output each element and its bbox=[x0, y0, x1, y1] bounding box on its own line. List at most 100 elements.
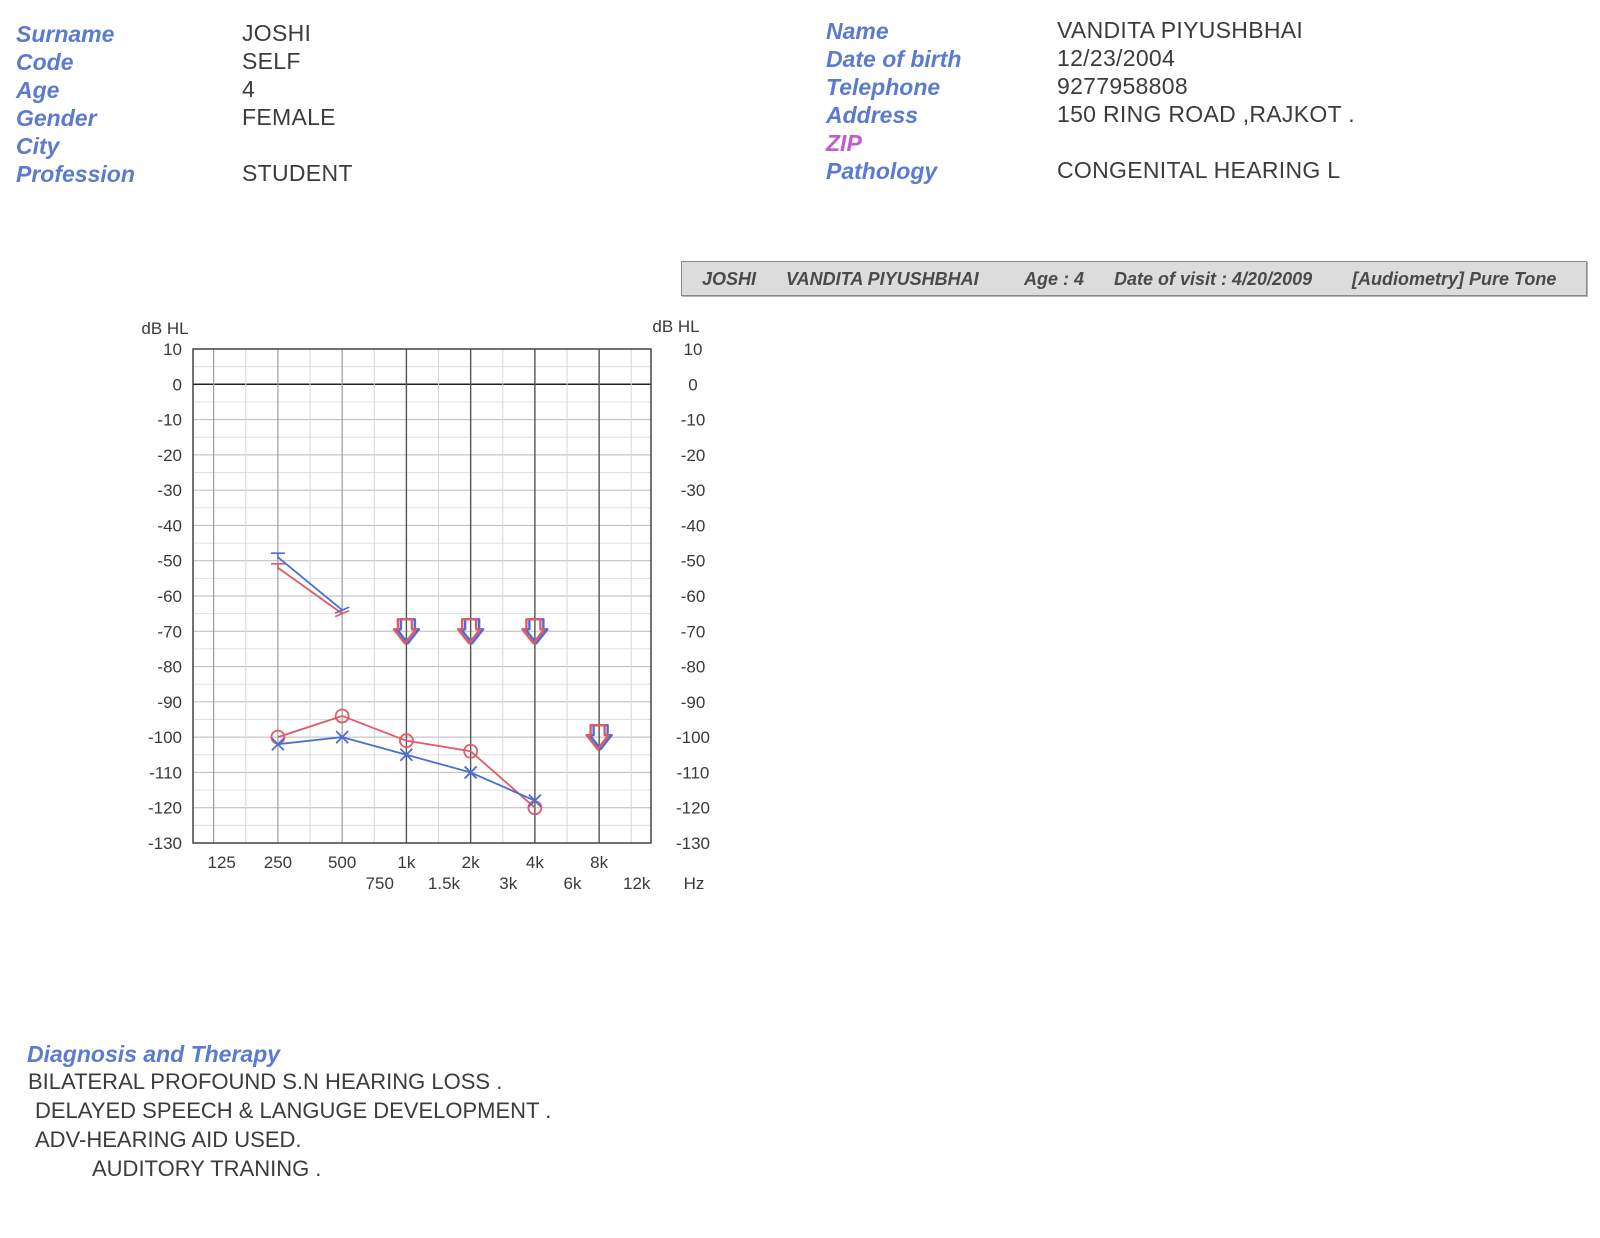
y-tick-label-left: -110 bbox=[149, 763, 182, 782]
no-response-arrow bbox=[392, 618, 418, 645]
y-tick-label-left: -100 bbox=[148, 728, 182, 747]
y-tick-label-right: 0 bbox=[688, 375, 697, 394]
value-surname: JOSHI bbox=[242, 20, 312, 46]
x-unit-label: Hz bbox=[684, 874, 705, 893]
no-response-arrow bbox=[524, 618, 549, 645]
title-visit-date: Date of visit : 4/20/2009 bbox=[1114, 269, 1313, 289]
data-point-circle bbox=[463, 743, 479, 759]
y-tick-label-right: -30 bbox=[681, 481, 706, 500]
y-tick-label-right: -70 bbox=[681, 622, 706, 641]
label-telephone: Telephone bbox=[826, 74, 941, 100]
diagnosis-line: BILATERAL PROFOUND S.N HEARING LOSS . bbox=[28, 1069, 503, 1094]
x-tick-label: 4k bbox=[526, 853, 544, 872]
y-tick-label-left: -70 bbox=[157, 622, 182, 641]
value-gender: FEMALE bbox=[242, 104, 336, 130]
x-tick-label-minor: 6k bbox=[563, 874, 581, 893]
y-tick-label-left: -20 bbox=[157, 446, 182, 465]
x-tick-label: 2k bbox=[462, 853, 480, 872]
y-tick-label-right: -20 bbox=[681, 446, 706, 465]
x-tick-label: 125 bbox=[207, 853, 235, 872]
data-point-cross bbox=[271, 737, 285, 751]
y-tick-label-left: -10 bbox=[157, 411, 182, 430]
label-surname: Surname bbox=[16, 21, 115, 47]
y-tick-label-right: -10 bbox=[681, 411, 706, 430]
label-profession: Profession bbox=[16, 161, 135, 187]
diagnosis-line: ADV-HEARING AID USED. bbox=[35, 1127, 302, 1152]
title-surname: JOSHI bbox=[702, 269, 757, 289]
y-tick-label-left: -30 bbox=[157, 481, 182, 500]
y-tick-label-right: -110 bbox=[677, 763, 710, 782]
series-line-right-bone bbox=[277, 567, 343, 615]
y-tick-label-left: -90 bbox=[157, 693, 182, 712]
diagnosis-line: AUDITORY TRANING . bbox=[92, 1156, 322, 1181]
x-tick-label-minor: 1.5k bbox=[428, 874, 461, 893]
y-tick-label-right: -80 bbox=[681, 658, 706, 677]
data-point-circle bbox=[334, 708, 350, 724]
data-point-bone bbox=[334, 606, 350, 614]
value-profession: STUDENT bbox=[242, 160, 353, 186]
data-point-bone bbox=[334, 609, 350, 618]
label-gender: Gender bbox=[16, 105, 97, 131]
title-age: Age : 4 bbox=[1024, 269, 1085, 289]
value-age: 4 bbox=[242, 76, 256, 102]
value-address: 150 RING ROAD ,RAJKOT . bbox=[1057, 101, 1355, 127]
y-tick-label-right: -50 bbox=[681, 552, 706, 571]
y-tick-label-right: -120 bbox=[676, 799, 710, 818]
no-response-arrow bbox=[521, 618, 546, 645]
x-tick-label: 8k bbox=[590, 853, 608, 872]
y-tick-label-right: -40 bbox=[681, 516, 706, 535]
y-tick-label-left: -40 bbox=[157, 516, 182, 535]
data-point-cross bbox=[528, 794, 542, 808]
label-zip: ZIP bbox=[826, 130, 862, 156]
y-axis-label-left: dB HL bbox=[141, 319, 188, 338]
value-pathology: CONGENITAL HEARING L bbox=[1057, 157, 1341, 183]
y-tick-label-left: -60 bbox=[157, 587, 182, 606]
data-point-cross bbox=[464, 765, 478, 780]
y-axis-label-right: dB HL bbox=[652, 317, 699, 336]
y-tick-label-right: 10 bbox=[684, 340, 703, 359]
no-response-arrow bbox=[585, 723, 610, 751]
y-tick-label-right: -60 bbox=[681, 587, 706, 606]
x-tick-label-minor: 12k bbox=[623, 874, 651, 893]
no-response-arrow bbox=[459, 618, 485, 645]
data-point-bone bbox=[270, 552, 285, 560]
label-date-of-birth: Date of birth bbox=[826, 46, 962, 72]
diagnosis-line: DELAYED SPEECH & LANGUGE DEVELOPMENT . bbox=[35, 1098, 552, 1123]
label-pathology: Pathology bbox=[826, 158, 938, 184]
plot-frame bbox=[192, 348, 652, 844]
x-tick-label-minor: 3k bbox=[499, 874, 517, 893]
visit-title-bar: JOSHI VANDITA PIYUSHBHAI Age : 4 Date of… bbox=[681, 261, 1587, 296]
x-tick-label: 250 bbox=[264, 853, 292, 872]
x-tick-label: 1k bbox=[397, 853, 415, 872]
value-telephone: 9277958808 bbox=[1057, 73, 1188, 99]
value-code: SELF bbox=[242, 48, 301, 74]
label-code: Code bbox=[16, 49, 74, 75]
x-tick-label: 500 bbox=[328, 853, 356, 872]
label-address: Address bbox=[826, 102, 919, 128]
data-point-cross bbox=[335, 730, 349, 744]
data-point-circle bbox=[399, 733, 414, 749]
value-date-of-birth: 12/23/2004 bbox=[1057, 45, 1176, 71]
y-tick-label-left: -120 bbox=[148, 799, 182, 818]
value-name: VANDITA PIYUSHBHAI bbox=[1057, 17, 1304, 43]
y-tick-label-left: 10 bbox=[163, 340, 182, 359]
data-point-cross bbox=[399, 748, 414, 762]
y-tick-label-right: -130 bbox=[676, 834, 710, 853]
label-city: City bbox=[16, 133, 60, 159]
series-line-left-bone bbox=[277, 556, 343, 611]
title-test-type: [Audiometry] Pure Tone bbox=[1352, 269, 1557, 289]
x-tick-label-minor: 750 bbox=[366, 874, 394, 893]
y-tick-label-left: -130 bbox=[148, 834, 182, 853]
data-point-bone bbox=[270, 562, 285, 570]
y-tick-label-right: -100 bbox=[676, 728, 710, 747]
diagnosis-heading: Diagnosis and Therapy bbox=[27, 1041, 281, 1067]
label-name: Name bbox=[826, 18, 889, 44]
no-response-arrow bbox=[395, 618, 421, 645]
label-age: Age bbox=[16, 77, 60, 103]
y-tick-label-right: -90 bbox=[681, 693, 706, 712]
no-response-arrow bbox=[588, 723, 613, 751]
y-tick-label-left: -50 bbox=[157, 552, 182, 571]
title-name: VANDITA PIYUSHBHAI bbox=[786, 269, 979, 289]
y-tick-label-left: -80 bbox=[157, 658, 182, 677]
